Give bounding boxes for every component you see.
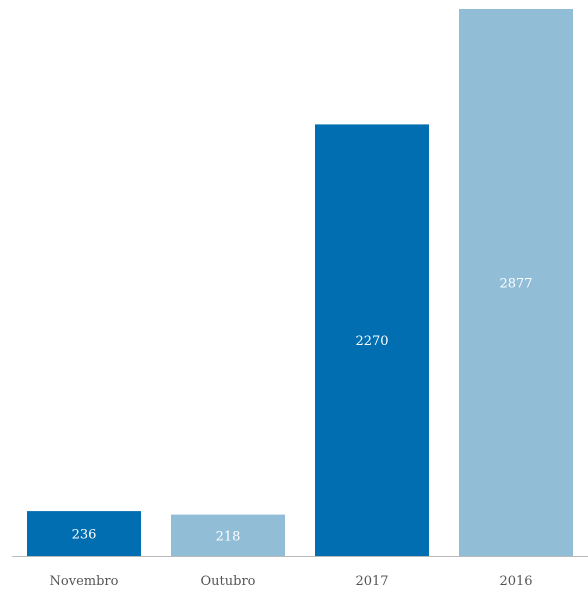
bar-value-label: 218 bbox=[216, 529, 241, 544]
x-tick-labels-group: Novembro Outubro 2017 2016 bbox=[50, 574, 533, 589]
bar-value-label: 236 bbox=[72, 528, 97, 543]
bar-value-label: 2877 bbox=[499, 277, 532, 292]
bar-2017 bbox=[315, 124, 429, 557]
bar-labels-group: 236 218 2270 2877 bbox=[72, 277, 533, 545]
x-tick-label: Outubro bbox=[201, 574, 256, 589]
x-tick-label: Novembro bbox=[50, 574, 119, 589]
x-tick-label: 2017 bbox=[355, 574, 388, 589]
bars-group bbox=[27, 9, 573, 557]
bar-outubro bbox=[171, 514, 285, 556]
x-tick-label: 2016 bbox=[499, 574, 532, 589]
bar-novembro bbox=[27, 511, 141, 556]
bar-2016 bbox=[459, 9, 573, 556]
bar-value-label: 2270 bbox=[355, 334, 388, 349]
